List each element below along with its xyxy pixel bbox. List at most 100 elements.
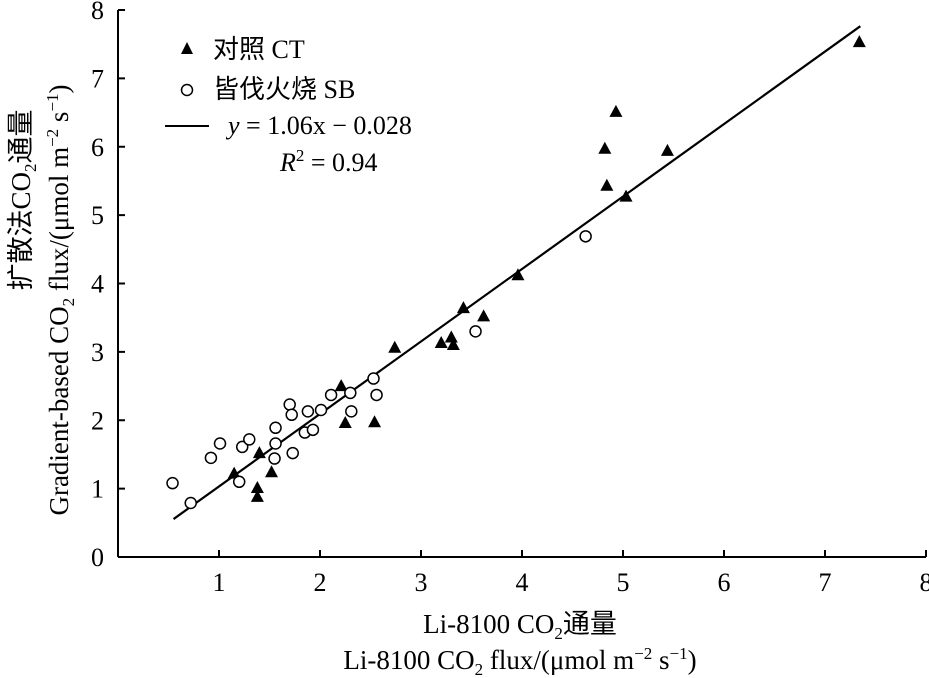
- x-title-cn-sub: 2: [554, 624, 563, 643]
- x-title-cn-post: 通量: [563, 609, 617, 639]
- x-title-en-post: flux/(μmol m: [483, 645, 634, 675]
- x-axis-ticks: 1 2 3 4 5 6 7 8: [213, 550, 929, 597]
- y-title-cn-pre: 扩散法CO: [6, 172, 36, 291]
- r2-value: = 0.94: [304, 148, 377, 177]
- ct-data-point: [619, 189, 633, 202]
- x-title-en-sup1: −2: [634, 644, 652, 663]
- x-tick-label: 7: [819, 568, 832, 597]
- ct-data-point: [250, 480, 264, 493]
- legend-label-sb: 皆伐火烧 SB: [213, 75, 355, 104]
- y-title-en-sup1: −2: [43, 129, 62, 147]
- ct-data-point: [368, 415, 382, 428]
- x-title-en-mid: s: [652, 645, 669, 675]
- y-tick-label: 6: [91, 133, 104, 162]
- y-tick-label: 7: [91, 64, 104, 93]
- sb-data-point: [213, 437, 227, 450]
- legend: 对照 CT 皆伐火烧 SB y = 1.06x − 0.028 R2 = 0.9…: [165, 35, 412, 177]
- plot-area: 1 2 3 4 5 6 7 8 0 1 2 3 4 5 6 7 8: [91, 0, 929, 597]
- sb-data-point: [268, 452, 281, 465]
- sb-data-point: [344, 386, 357, 400]
- y-tick-label: 0: [91, 543, 104, 572]
- x-axis-title-en: Li-8100 CO2 flux/(μmol m−2 s−1): [343, 644, 696, 678]
- legend-marker-sb: [180, 83, 194, 97]
- x-title-en-pre: Li-8100 CO: [343, 645, 474, 675]
- legend-fit-equation: y = 1.06x − 0.028: [225, 111, 412, 140]
- y-axis-title-cn: 扩散法CO2通量: [6, 109, 40, 290]
- ct-data-point: [600, 178, 614, 191]
- ct-data-point: [444, 330, 458, 343]
- sb-data-point: [469, 325, 482, 338]
- x-tick-label: 1: [213, 568, 226, 597]
- ct-data-point: [338, 415, 352, 428]
- sb-data-point: [286, 446, 299, 460]
- sb-data-point: [367, 372, 380, 385]
- ct-data-point: [852, 35, 866, 48]
- sb-data-point: [285, 408, 298, 422]
- y-title-cn-sub: 2: [21, 163, 40, 172]
- sb-data-point: [314, 403, 328, 417]
- data-points: [166, 35, 866, 510]
- fit-equation-y: y: [225, 111, 240, 140]
- ct-data-point: [265, 465, 279, 478]
- x-tick-label: 5: [617, 568, 630, 597]
- r2-symbol: R: [279, 148, 296, 177]
- y-title-en-sub: 2: [59, 298, 78, 307]
- ct-data-point: [227, 466, 241, 479]
- ct-data-point: [252, 446, 266, 459]
- ct-data-point: [456, 301, 470, 314]
- ct-data-point: [334, 379, 348, 392]
- x-tick-label: 3: [415, 568, 428, 597]
- sb-data-point: [243, 433, 256, 446]
- ct-data-point: [609, 104, 623, 117]
- y-axis-title-en: Gradient-based CO2 flux/(μmol m−2 s−1): [43, 84, 78, 515]
- y-title-en-post: flux/(μmol m: [44, 147, 74, 298]
- sb-data-point: [283, 398, 296, 411]
- x-title-en-end: ): [688, 645, 697, 675]
- x-title-cn-pre: Li-8100 CO: [423, 609, 554, 639]
- sb-data-point: [370, 388, 383, 402]
- ct-data-point: [598, 141, 612, 154]
- x-title-en-sup2: −1: [669, 644, 687, 663]
- y-tick-label: 5: [91, 201, 104, 230]
- y-title-cn-post: 通量: [6, 109, 36, 163]
- ct-data-point: [434, 335, 448, 348]
- y-tick-label: 2: [91, 406, 104, 435]
- sb-data-point: [579, 230, 592, 243]
- ct-data-point: [511, 268, 525, 281]
- x-axis-title-cn: Li-8100 CO2通量: [423, 609, 617, 643]
- sb-data-point: [235, 440, 249, 454]
- y-tick-label: 3: [91, 338, 104, 367]
- sb-data-point: [324, 388, 338, 402]
- y-axis-ticks: 0 1 2 3 4 5 6 7 8: [91, 0, 125, 572]
- y-tick-label: 8: [91, 0, 104, 25]
- fit-equation-rest: = 1.06x − 0.028: [240, 111, 412, 140]
- sb-data-point: [166, 476, 179, 490]
- r2-superscript: 2: [296, 146, 305, 165]
- sb-data-point: [232, 475, 246, 489]
- ct-data-point: [446, 338, 460, 351]
- legend-r2: R2 = 0.94: [279, 146, 378, 177]
- x-title-en-sub: 2: [475, 660, 484, 678]
- sb-data-point: [269, 437, 282, 450]
- ct-data-point: [388, 340, 402, 353]
- sb-data-point: [345, 405, 358, 418]
- x-tick-label: 8: [920, 568, 929, 597]
- x-tick-label: 2: [314, 568, 327, 597]
- ct-data-point: [477, 309, 491, 322]
- y-tick-label: 4: [91, 270, 104, 299]
- x-tick-label: 4: [516, 568, 529, 597]
- x-tick-label: 6: [718, 568, 731, 597]
- sb-data-point: [301, 405, 315, 418]
- y-title-en-end: ): [44, 84, 74, 93]
- y-tick-label: 1: [91, 475, 104, 504]
- y-title-en-mid: s: [44, 112, 74, 129]
- legend-label-ct: 对照 CT: [213, 35, 305, 64]
- sb-data-point: [204, 451, 218, 465]
- sb-data-point: [306, 423, 320, 437]
- y-title-en-sup2: −1: [43, 93, 62, 111]
- ct-data-point: [660, 143, 674, 156]
- sb-data-point: [269, 421, 282, 435]
- legend-marker-ct: [181, 42, 193, 54]
- sb-data-point: [184, 496, 197, 510]
